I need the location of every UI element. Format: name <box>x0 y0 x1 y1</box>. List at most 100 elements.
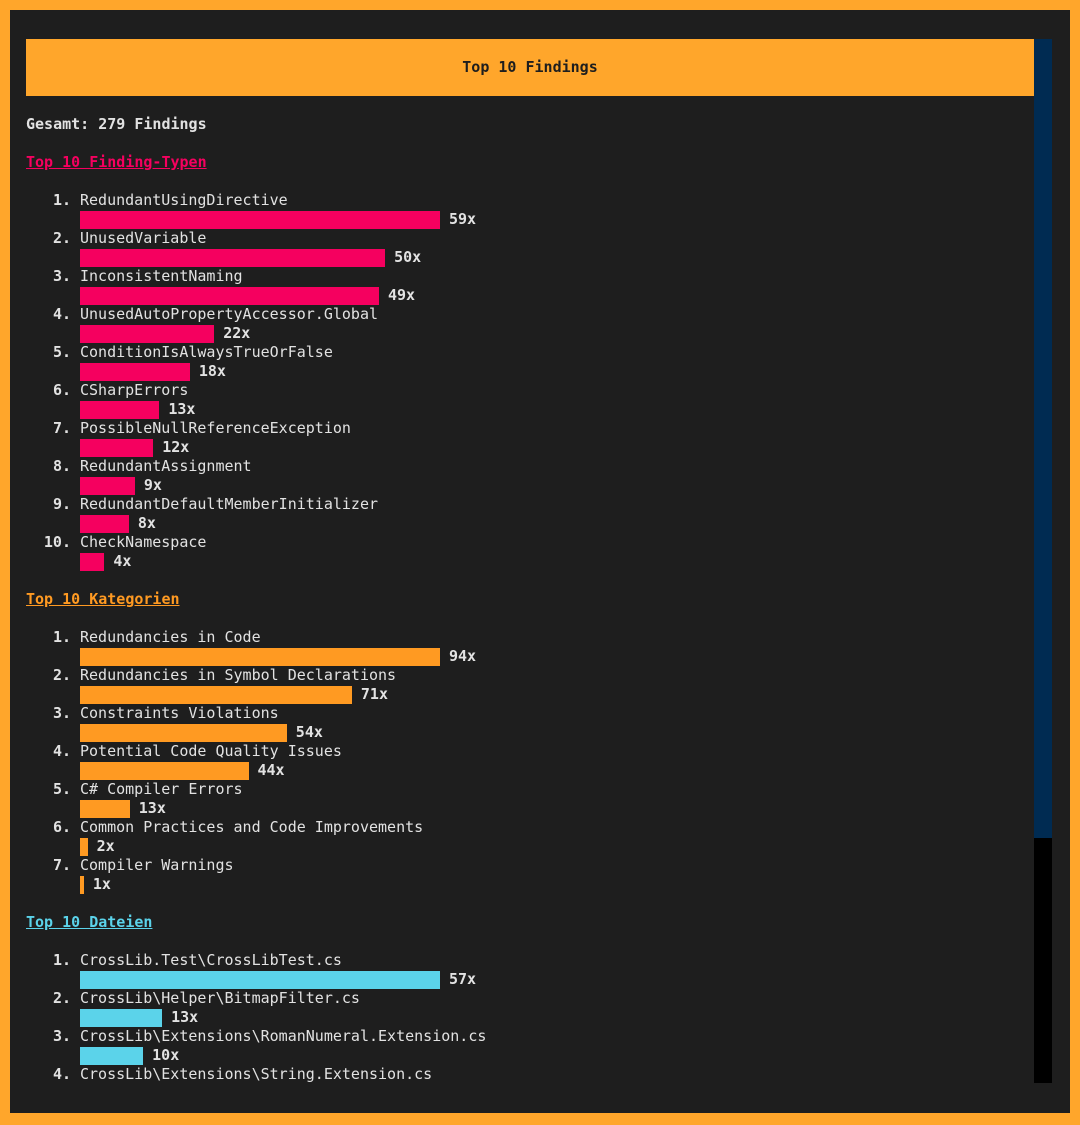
item-name: CheckNamespace <box>80 533 207 551</box>
bar-row: 1x <box>26 875 1026 894</box>
item-rank: 2. <box>52 229 71 247</box>
header-title: Top 10 Findings <box>462 58 598 76</box>
bar-row: 44x <box>26 761 1026 780</box>
bar-row: 54x <box>26 723 1026 742</box>
scrollbar-thumb[interactable] <box>1034 39 1052 838</box>
item-rank: 4. <box>52 742 71 760</box>
bar <box>80 324 215 343</box>
bar-row: 94x <box>26 647 1026 666</box>
bar <box>80 970 440 989</box>
item-name: Potential Code Quality Issues <box>80 742 342 760</box>
count-label: 1x <box>92 875 111 893</box>
item-rank: 7. <box>52 856 71 874</box>
item-name: C# Compiler Errors <box>80 780 243 798</box>
count-label: 10x <box>152 1046 180 1064</box>
count-label: 13x <box>168 400 196 418</box>
scrollbar-track[interactable] <box>1034 39 1052 1083</box>
count-label: 18x <box>198 362 226 380</box>
bar <box>80 400 160 419</box>
item-rank: 2. <box>52 989 71 1007</box>
item-name: RedundantAssignment <box>80 457 252 475</box>
item-row: 6. CSharpErrors <box>26 381 1026 400</box>
bar-row: 71x <box>26 685 1026 704</box>
bar-row: 49x <box>26 286 1026 305</box>
bar <box>80 514 129 533</box>
item-name: CrossLib.Test\CrossLibTest.cs <box>80 951 342 969</box>
item-row: 3. Constraints Violations <box>26 704 1026 723</box>
item-row: 1. Redundancies in Code <box>26 628 1026 647</box>
bar-row: 59x <box>26 210 1026 229</box>
item-name: Redundancies in Code <box>80 628 261 646</box>
count-label: 8x <box>137 514 156 532</box>
item-rank: 7. <box>52 419 71 437</box>
bar <box>80 875 84 894</box>
bar <box>80 248 386 267</box>
section-heading: Top 10 Dateien <box>26 913 153 931</box>
item-row: 1. CrossLib.Test\CrossLibTest.cs <box>26 951 1026 970</box>
item-rank: 3. <box>52 1027 71 1045</box>
bar <box>80 761 249 780</box>
window <box>10 10 1070 1113</box>
blank-line <box>26 609 1026 628</box>
blank-line <box>26 894 1026 913</box>
item-rank: 6. <box>52 381 71 399</box>
item-row: 6. Common Practices and Code Improvements <box>26 818 1026 837</box>
bar <box>80 647 440 666</box>
item-name: CrossLib\Extensions\RomanNumeral.Extensi… <box>80 1027 487 1045</box>
bar <box>80 1008 163 1027</box>
bar-row: 13x <box>26 1008 1026 1027</box>
count-label: 94x <box>449 647 477 665</box>
bar-row: 50x <box>26 248 1026 267</box>
count-label: 4x <box>113 552 132 570</box>
bar-row: 10x <box>26 1046 1026 1065</box>
item-rank: 10. <box>43 533 71 551</box>
blank-line <box>26 571 1026 590</box>
count-label: 54x <box>295 723 323 741</box>
count-label: 2x <box>96 837 115 855</box>
item-name: UnusedVariable <box>80 229 207 247</box>
item-rank: 5. <box>52 780 71 798</box>
count-label: 57x <box>449 970 477 988</box>
item-rank: 9. <box>52 495 71 513</box>
bar <box>80 210 440 229</box>
header-bar: Top 10 Findings <box>26 39 1034 96</box>
item-row: 7. Compiler Warnings <box>26 856 1026 875</box>
bar <box>80 362 190 381</box>
item-name: Constraints Violations <box>80 704 279 722</box>
bar-row: 13x <box>26 400 1026 419</box>
item-rank: 3. <box>52 704 71 722</box>
bar <box>80 685 352 704</box>
item-name: InconsistentNaming <box>80 267 243 285</box>
count-label: 22x <box>223 324 251 342</box>
count-label: 12x <box>162 438 190 456</box>
item-row: 3. CrossLib\Extensions\RomanNumeral.Exten… <box>26 1027 1026 1046</box>
count-label: 50x <box>394 248 422 266</box>
item-row: 1. RedundantUsingDirective <box>26 191 1026 210</box>
item-name: CrossLib\Extensions\String.Extension.cs <box>80 1065 433 1083</box>
item-name: CSharpErrors <box>80 381 189 399</box>
blank-line <box>26 172 1026 191</box>
item-row: 2. UnusedVariable <box>26 229 1026 248</box>
summary: Gesamt: 279 Findings <box>26 115 207 133</box>
item-name: RedundantDefaultMemberInitializer <box>80 495 379 513</box>
bar <box>80 799 130 818</box>
bar-row: 18x <box>26 362 1026 381</box>
item-name: ConditionIsAlwaysTrueOrFalse <box>80 343 333 361</box>
bar-row: 4x <box>26 552 1026 571</box>
item-row: 7. PossibleNullReferenceException <box>26 419 1026 438</box>
item-name: RedundantUsingDirective <box>80 191 288 209</box>
item-row: 4. UnusedAutoPropertyAccessor.Global <box>26 305 1026 324</box>
item-rank: 8. <box>52 457 71 475</box>
item-row: 5. ConditionIsAlwaysTrueOrFalse <box>26 343 1026 362</box>
blank-line <box>26 134 1026 153</box>
item-rank: 4. <box>52 1065 71 1083</box>
bar <box>80 476 135 495</box>
item-rank: 6. <box>52 818 71 836</box>
count-label: 13x <box>138 799 166 817</box>
item-name: Compiler Warnings <box>80 856 234 874</box>
count-label: 71x <box>360 685 388 703</box>
content: Gesamt: 279 Findings Top 10 Finding-Type… <box>26 96 1026 1083</box>
section-heading: Top 10 Finding-Typen <box>26 153 207 171</box>
bar <box>80 837 88 856</box>
item-rank: 3. <box>52 267 71 285</box>
